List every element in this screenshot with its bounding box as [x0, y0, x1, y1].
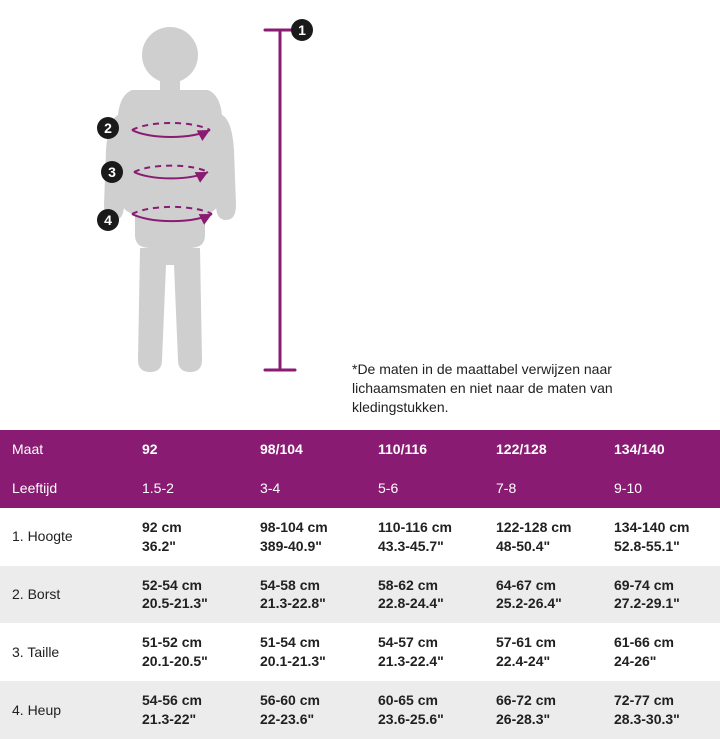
sizes-row: Maat 9298/104110/116122/128134/140 — [0, 430, 720, 469]
measurement-cell: 56-60 cm22-23.6" — [248, 681, 366, 739]
age-header: 5-6 — [366, 469, 484, 508]
table-row: 3. Taille51-52 cm20.1-20.5"51-54 cm20.1-… — [0, 623, 720, 681]
measurement-cell: 58-62 cm22.8-24.4" — [366, 566, 484, 624]
measurement-cell: 72-77 cm28.3-30.3" — [602, 681, 720, 739]
svg-text:2: 2 — [104, 120, 112, 136]
table-row: 2. Borst52-54 cm20.5-21.3"54-58 cm21.3-2… — [0, 566, 720, 624]
table-row: 4. Heup54-56 cm21.3-22"56-60 cm22-23.6"6… — [0, 681, 720, 739]
measurement-cell: 51-52 cm20.1-20.5" — [130, 623, 248, 681]
measurement-cell: 52-54 cm20.5-21.3" — [130, 566, 248, 624]
measurement-cell: 98-104 cm389-40.9" — [248, 508, 366, 566]
row-label: 3. Taille — [0, 623, 130, 681]
table-body: 1. Hoogte92 cm36.2"98-104 cm389-40.9"110… — [0, 508, 720, 739]
measurement-cell: 92 cm36.2" — [130, 508, 248, 566]
badge-1: 1 — [291, 19, 313, 41]
badge-4: 4 — [97, 209, 119, 231]
svg-text:3: 3 — [108, 164, 116, 180]
silhouette-diagram: 1 2 3 4 — [60, 10, 320, 390]
diagram-area: 1 2 3 4 *De maten in de maattabel verwij… — [0, 0, 720, 430]
row-label: 4. Heup — [0, 681, 130, 739]
age-header: 1.5-2 — [130, 469, 248, 508]
row-label: 1. Hoogte — [0, 508, 130, 566]
size-header: 98/104 — [248, 430, 366, 469]
measurement-cell: 54-57 cm21.3-22.4" — [366, 623, 484, 681]
size-header: 134/140 — [602, 430, 720, 469]
measurement-cell: 69-74 cm27.2-29.1" — [602, 566, 720, 624]
svg-text:1: 1 — [298, 22, 306, 38]
measurement-cell: 57-61 cm22.4-24" — [484, 623, 602, 681]
measurement-cell: 54-56 cm21.3-22" — [130, 681, 248, 739]
size-header: 110/116 — [366, 430, 484, 469]
footnote: *De maten in de maattabel verwijzen naar… — [352, 360, 692, 417]
measurement-cell: 122-128 cm48-50.4" — [484, 508, 602, 566]
age-header: 7-8 — [484, 469, 602, 508]
ages-row: Leeftijd 1.5-23-45-67-89-10 — [0, 469, 720, 508]
measurement-cell: 54-58 cm21.3-22.8" — [248, 566, 366, 624]
size-table: Maat 9298/104110/116122/128134/140 Leeft… — [0, 430, 720, 739]
header-age-label: Leeftijd — [0, 469, 130, 508]
measurement-cell: 51-54 cm20.1-21.3" — [248, 623, 366, 681]
size-header: 122/128 — [484, 430, 602, 469]
row-label: 2. Borst — [0, 566, 130, 624]
badge-3: 3 — [101, 161, 123, 183]
age-header: 3-4 — [248, 469, 366, 508]
measurement-cell: 64-67 cm25.2-26.4" — [484, 566, 602, 624]
table-row: 1. Hoogte92 cm36.2"98-104 cm389-40.9"110… — [0, 508, 720, 566]
age-header: 9-10 — [602, 469, 720, 508]
measurement-cell: 66-72 cm26-28.3" — [484, 681, 602, 739]
svg-text:4: 4 — [104, 212, 112, 228]
badge-2: 2 — [97, 117, 119, 139]
table-header: Maat 9298/104110/116122/128134/140 Leeft… — [0, 430, 720, 508]
measurement-cell: 60-65 cm23.6-25.6" — [366, 681, 484, 739]
measurement-cell: 61-66 cm24-26" — [602, 623, 720, 681]
measurement-cell: 134-140 cm52.8-55.1" — [602, 508, 720, 566]
header-size-label: Maat — [0, 430, 130, 469]
size-header: 92 — [130, 430, 248, 469]
measurement-cell: 110-116 cm43.3-45.7" — [366, 508, 484, 566]
